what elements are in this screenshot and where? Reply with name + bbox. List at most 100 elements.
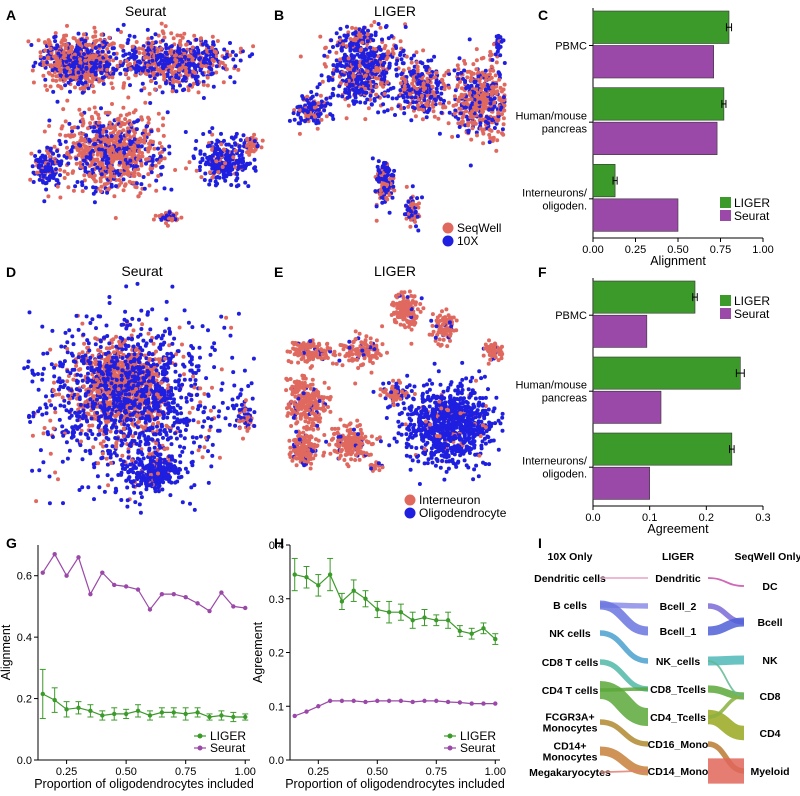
scatter-point bbox=[358, 76, 363, 81]
scatter-point bbox=[378, 188, 383, 193]
scatter-point bbox=[416, 81, 421, 86]
scatter-point bbox=[186, 54, 191, 59]
scatter-point bbox=[351, 99, 356, 104]
scatter-point bbox=[477, 100, 482, 105]
scatter-point bbox=[210, 71, 215, 76]
scatter-point bbox=[411, 78, 416, 83]
scatter-point bbox=[117, 178, 122, 182]
scatter-point bbox=[84, 133, 89, 138]
scatter-point bbox=[71, 36, 76, 40]
scatter-point bbox=[473, 121, 478, 126]
scatter-point bbox=[162, 35, 167, 40]
scatter-point bbox=[373, 69, 377, 73]
scatter-point bbox=[114, 184, 118, 189]
scatter-point bbox=[107, 35, 112, 40]
scatter-point bbox=[498, 53, 503, 58]
scatter-point bbox=[92, 142, 97, 147]
scatter-point bbox=[363, 64, 368, 69]
scatter-point bbox=[90, 167, 95, 172]
scatter-point bbox=[106, 156, 111, 161]
scatter-point bbox=[413, 114, 418, 119]
scatter-point bbox=[453, 88, 458, 93]
scatter-point bbox=[489, 89, 494, 94]
scatter-point bbox=[128, 139, 133, 144]
scatter-point bbox=[96, 116, 101, 121]
scatter-point bbox=[497, 95, 502, 100]
scatter-point bbox=[446, 100, 451, 105]
scatter-point bbox=[55, 43, 60, 48]
scatter-point bbox=[29, 151, 34, 156]
scatter-point bbox=[178, 33, 183, 38]
scatter-point bbox=[341, 42, 346, 47]
scatter-point bbox=[493, 52, 498, 57]
scatter-point bbox=[126, 76, 131, 81]
scatter-point bbox=[150, 58, 155, 63]
scatter-point bbox=[316, 101, 321, 106]
scatter-point bbox=[167, 151, 172, 156]
scatter-point bbox=[146, 36, 151, 41]
scatter-point bbox=[245, 137, 250, 142]
scatter-point bbox=[334, 58, 339, 63]
scatter-point bbox=[429, 58, 434, 63]
scatter-point bbox=[132, 50, 137, 55]
scatter-point bbox=[43, 83, 48, 88]
scatter-point bbox=[153, 81, 158, 85]
scatter-point bbox=[413, 210, 418, 215]
scatter-point bbox=[380, 77, 384, 82]
scatter-point bbox=[210, 153, 215, 158]
scatter-point bbox=[61, 76, 66, 80]
scatter-point bbox=[322, 53, 327, 58]
scatter-point bbox=[157, 141, 162, 146]
scatter-point bbox=[327, 49, 332, 54]
scatter-point bbox=[34, 158, 39, 163]
scatter-point bbox=[105, 62, 109, 67]
scatter-point bbox=[46, 162, 51, 167]
scatter-point bbox=[500, 127, 505, 132]
scatter-point bbox=[324, 114, 329, 119]
scatter-point bbox=[99, 70, 104, 75]
scatter-point bbox=[169, 51, 174, 56]
scatter-point bbox=[105, 190, 110, 195]
scatter-point bbox=[58, 167, 63, 172]
scatter-point bbox=[311, 118, 316, 123]
scatter-point bbox=[402, 111, 407, 116]
scatter-point bbox=[233, 148, 238, 153]
scatter-point bbox=[45, 176, 50, 181]
scatter-point bbox=[169, 187, 174, 192]
scatter-point bbox=[401, 68, 406, 73]
scatter-point bbox=[201, 42, 205, 47]
scatter-point bbox=[114, 152, 118, 157]
scatter-point bbox=[104, 72, 109, 77]
scatter-point bbox=[115, 63, 120, 68]
scatter-point bbox=[38, 54, 43, 59]
scatter-point bbox=[239, 152, 244, 157]
scatter-point bbox=[188, 83, 193, 88]
scatter-point bbox=[378, 192, 383, 197]
scatter-point bbox=[100, 162, 105, 167]
scatter-point bbox=[165, 110, 170, 115]
panel-label-F: F bbox=[538, 264, 547, 280]
scatter-point bbox=[132, 137, 137, 142]
scatter-point bbox=[464, 86, 469, 91]
scatter-point bbox=[367, 75, 372, 80]
scatter-point bbox=[123, 117, 128, 122]
scatter-point bbox=[60, 124, 65, 129]
scatter-point bbox=[478, 121, 483, 126]
scatter-point bbox=[496, 129, 501, 134]
scatter-point bbox=[92, 125, 97, 130]
scatter-point bbox=[64, 59, 69, 64]
scatter-point bbox=[499, 105, 504, 110]
scatter-point bbox=[161, 116, 166, 121]
scatter-point bbox=[26, 39, 31, 44]
scatter-point bbox=[60, 38, 65, 43]
scatter-point bbox=[353, 30, 358, 35]
scatter-point bbox=[461, 93, 466, 98]
scatter-point bbox=[234, 53, 238, 58]
scatter-point bbox=[93, 179, 98, 184]
scatter-point bbox=[231, 155, 236, 160]
scatter-point bbox=[228, 53, 233, 58]
scatter-point bbox=[41, 73, 46, 78]
scatter-point bbox=[126, 164, 131, 169]
scatter-point bbox=[85, 161, 90, 166]
scatter-point bbox=[425, 100, 430, 105]
